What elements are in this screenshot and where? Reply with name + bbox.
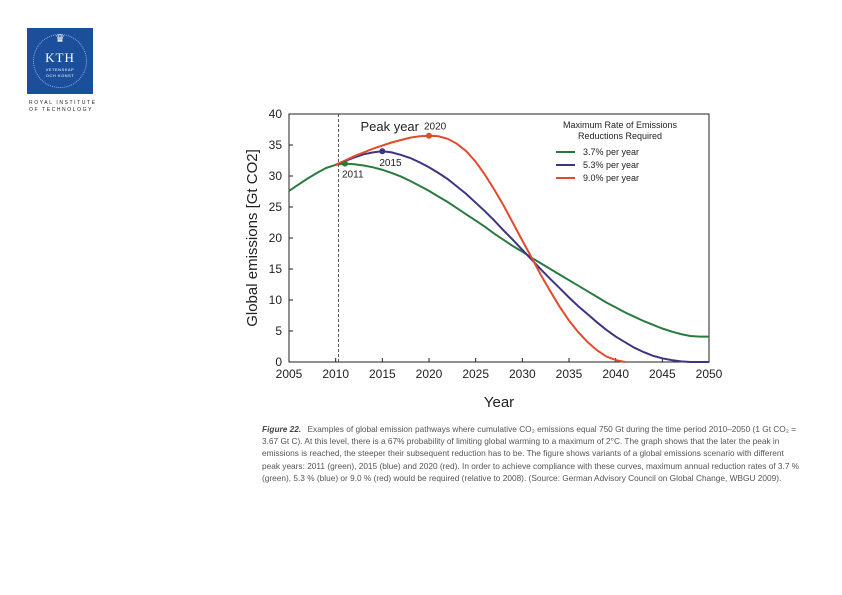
y-axis-label: Global emissions [Gt CO2] [244,149,261,327]
x-tick-label: 2045 [649,367,676,381]
y-tick-label: 10 [269,293,283,307]
y-tick-label: 40 [269,107,283,121]
x-tick-label: 2035 [556,367,583,381]
logo-text: KTH [45,50,75,65]
y-tick-label: 20 [269,231,283,245]
y-tick-label: 30 [269,169,283,183]
peak-label-3: 2020 [424,122,447,133]
x-tick-label: 2005 [276,367,303,381]
peak-label-1: 2011 [342,170,364,181]
y-tick-label: 35 [269,138,283,152]
caption-text: Examples of global emission pathways whe… [262,424,800,483]
y-tick-label: 0 [275,355,282,369]
peak-label-2: 2015 [379,158,402,169]
legend-title-line2: Reductions Required [578,131,662,141]
peak-marker-2 [379,148,386,155]
peak-year-label: Peak year [360,119,419,134]
x-tick-label: 2020 [416,367,443,381]
institute-name-line1: ROYAL INSTITUTE [29,100,97,106]
kth-logo: ♛ KTH VETENSKAP OCH KONST [27,28,93,94]
legend-label-2: 5.3% per year [583,160,639,170]
y-tick-label: 5 [275,324,282,338]
institute-name-line2: OF TECHNOLOGY [29,107,94,113]
x-tick-label: 2050 [696,367,723,381]
legend-label-1: 3.7% per year [583,147,639,157]
series-line-2 [335,150,709,363]
y-tick-label: 25 [269,200,283,214]
logo-subtitle-1: VETENSKAP [45,67,75,72]
plot-frame [288,113,710,363]
series-line-1 [288,162,709,338]
legend-title-line1: Maximum Rate of Emissions [563,120,678,130]
legend-label-3: 9.0% per year [583,173,639,183]
logo-ring [33,34,87,88]
x-tick-label: 2040 [602,367,629,381]
y-tick-label: 15 [269,262,283,276]
x-tick-label: 2025 [462,367,489,381]
x-tick-label: 2030 [509,367,536,381]
peak-marker-1 [342,160,348,167]
figure-caption: Figure 22. Examples of global emission p… [262,423,802,484]
crown-icon: ♛ [55,33,65,45]
x-axis-label: Year [484,394,514,411]
x-tick-label: 2015 [369,367,396,381]
peak-marker-3 [426,132,432,139]
series-line-3 [335,134,626,363]
x-tick-label: 2010 [322,367,349,381]
figure-label: Figure 22. [262,424,302,434]
logo-subtitle-2: OCH KONST [45,73,75,78]
